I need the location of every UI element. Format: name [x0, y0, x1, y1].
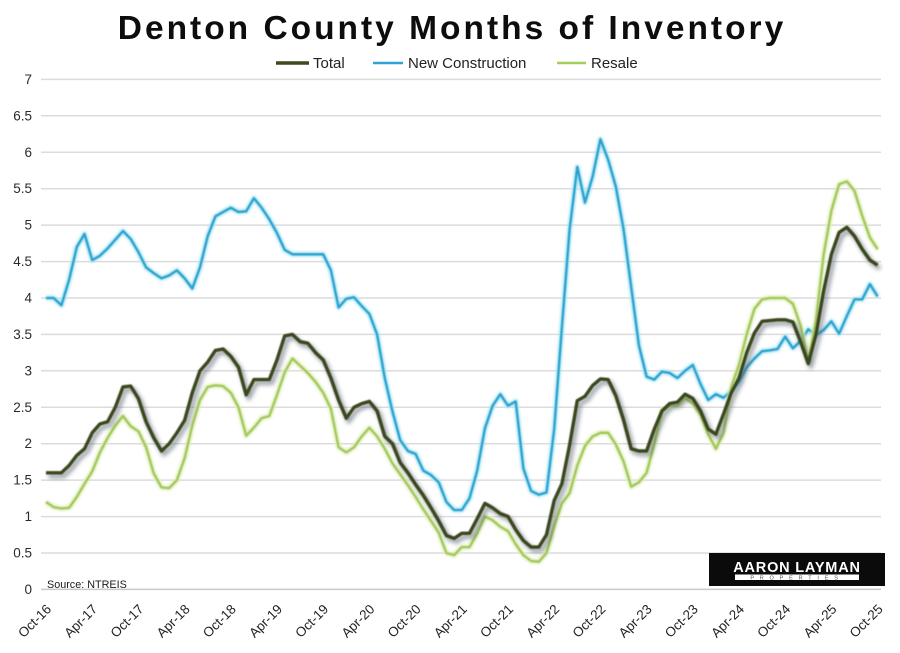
- svg-text:1: 1: [24, 509, 32, 524]
- svg-text:0: 0: [24, 582, 32, 597]
- svg-text:New Construction: New Construction: [408, 55, 526, 72]
- svg-text:Total: Total: [313, 55, 345, 72]
- svg-text:3: 3: [24, 363, 32, 378]
- svg-text:4.5: 4.5: [13, 254, 32, 269]
- svg-text:0.5: 0.5: [13, 546, 32, 561]
- svg-text:2.5: 2.5: [13, 400, 32, 415]
- svg-text:2: 2: [24, 436, 32, 451]
- svg-text:Resale: Resale: [591, 55, 638, 72]
- svg-text:Denton County Months of Invent: Denton County Months of Inventory: [118, 10, 786, 47]
- svg-text:5.5: 5.5: [13, 181, 32, 196]
- svg-text:5: 5: [24, 218, 32, 233]
- svg-text:1.5: 1.5: [13, 473, 32, 488]
- svg-text:Source: NTREIS: Source: NTREIS: [47, 579, 127, 591]
- svg-text:6: 6: [24, 145, 32, 160]
- svg-text:7: 7: [24, 72, 32, 87]
- svg-text:PROPERTIES: PROPERTIES: [750, 576, 843, 582]
- svg-text:6.5: 6.5: [13, 108, 32, 123]
- svg-text:4: 4: [24, 291, 32, 306]
- svg-text:3.5: 3.5: [13, 327, 32, 342]
- svg-text:AARON LAYMAN: AARON LAYMAN: [733, 560, 860, 576]
